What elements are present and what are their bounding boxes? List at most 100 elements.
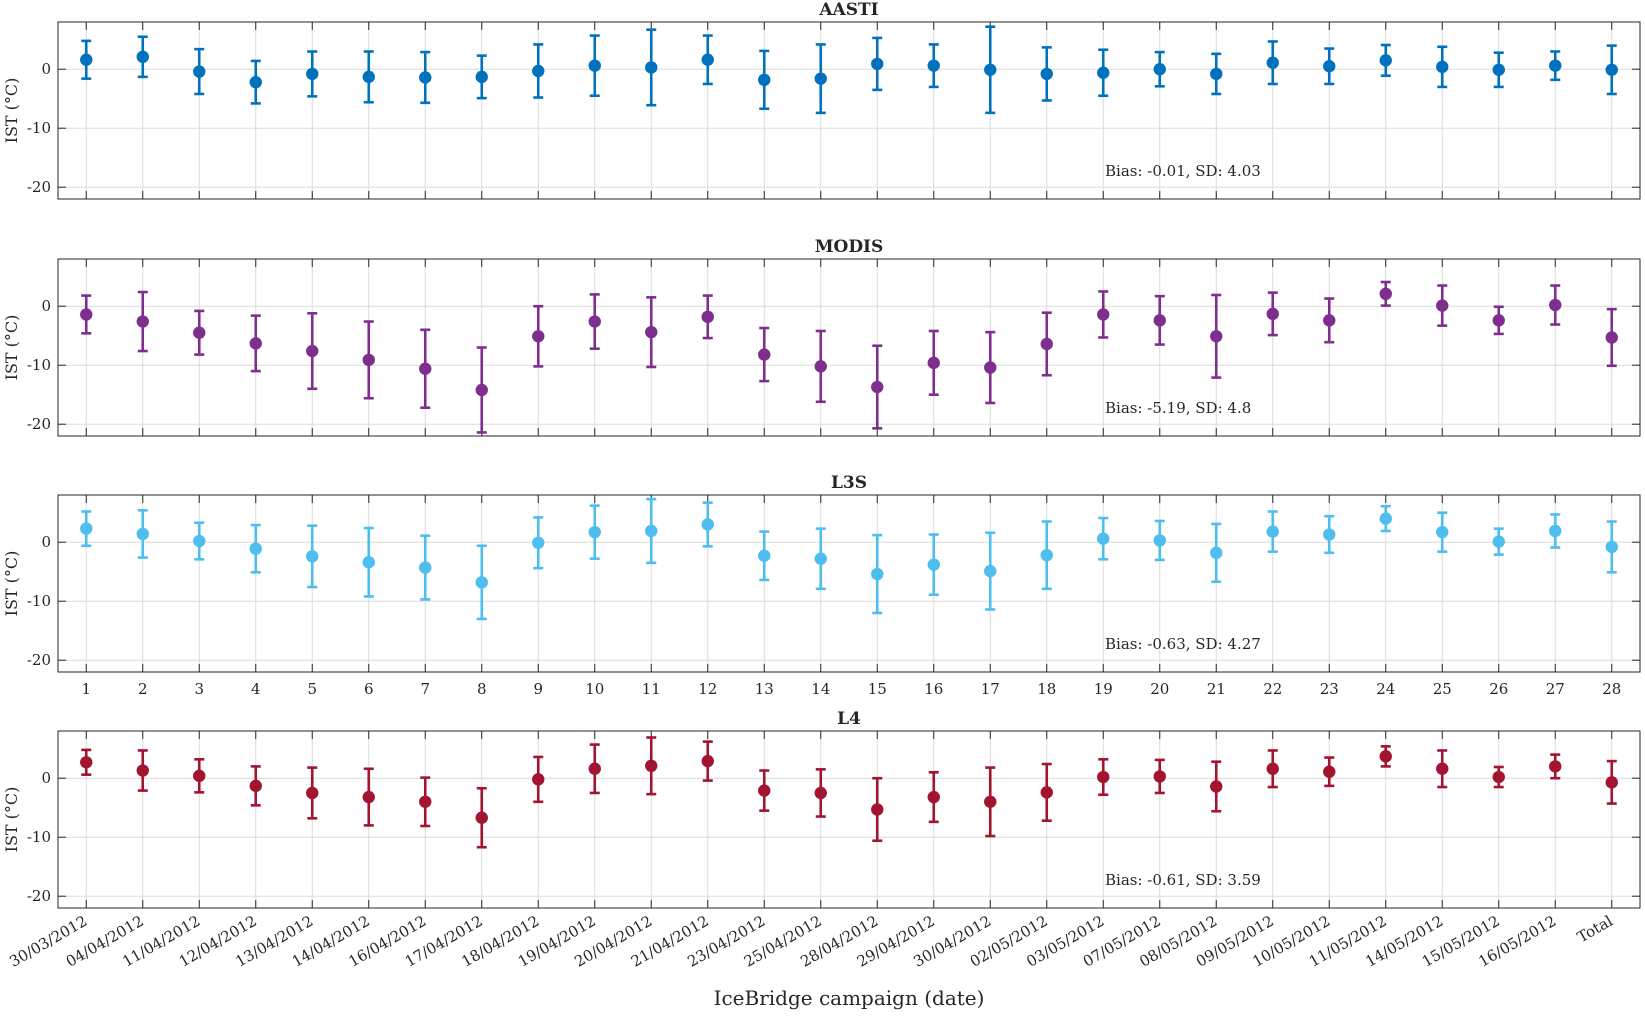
data-point — [1436, 762, 1449, 775]
x-tick-label: 13 — [755, 680, 774, 698]
y-tick-label: -20 — [27, 651, 51, 669]
data-point — [1605, 540, 1618, 554]
y-tick-label: -10 — [27, 828, 51, 846]
data-point — [701, 754, 714, 768]
data-point — [1549, 524, 1562, 538]
x-tick-label: 2 — [138, 680, 148, 698]
data-point — [1210, 67, 1223, 81]
data-point — [758, 73, 771, 87]
data-point — [814, 360, 827, 373]
data-point — [532, 773, 545, 786]
axes-box — [57, 730, 1641, 909]
data-point — [1153, 314, 1166, 327]
data-point — [193, 769, 206, 783]
data-point — [871, 380, 884, 394]
x-tick-label: 23 — [1320, 680, 1339, 698]
data-point — [1097, 532, 1110, 545]
x-tick-label: 18 — [1037, 680, 1056, 698]
data-point — [80, 756, 93, 769]
y-tick-label: -20 — [27, 887, 51, 905]
data-point — [532, 536, 545, 549]
data-point — [475, 70, 488, 84]
data-point — [588, 762, 601, 775]
data-point — [419, 362, 432, 375]
x-tick-label: 8 — [477, 680, 487, 698]
data-point — [362, 556, 375, 569]
data-point — [588, 59, 601, 72]
y-tick-label: -20 — [27, 415, 51, 433]
data-point — [645, 759, 658, 773]
data-point — [362, 70, 375, 84]
data-point — [645, 61, 658, 74]
data-point — [532, 64, 545, 78]
data-point — [136, 50, 149, 64]
data-point — [1097, 66, 1110, 79]
x-tick-label: 4 — [251, 680, 261, 698]
data-point — [1379, 512, 1392, 525]
y-axis-label: IST (°C) — [2, 78, 21, 144]
data-point — [80, 53, 93, 66]
y-tick-label: 0 — [41, 60, 51, 78]
data-point — [419, 795, 432, 808]
y-tick-label: -20 — [27, 178, 51, 196]
y-tick-label: -10 — [27, 119, 51, 137]
x-tick-label: 7 — [420, 680, 430, 698]
x-tick-label: Total — [1574, 912, 1616, 947]
data-point — [588, 525, 601, 539]
panel-title: L4 — [837, 709, 861, 729]
data-point — [1266, 56, 1279, 69]
data-point — [475, 576, 488, 589]
panel-title: L3S — [831, 473, 867, 493]
stats-annotation: Bias: -5.19, SD: 4.8 — [1105, 399, 1251, 417]
x-tick-label: 12 — [698, 680, 717, 698]
data-point — [701, 53, 714, 66]
axes-box — [57, 258, 1641, 437]
data-point — [588, 315, 601, 328]
stats-annotation: Bias: -0.63, SD: 4.27 — [1105, 635, 1261, 653]
x-tick-label: 1 — [81, 680, 91, 698]
data-point — [927, 558, 940, 571]
data-point — [193, 65, 206, 78]
data-point — [80, 522, 93, 535]
y-axis-label: IST (°C) — [2, 787, 21, 853]
data-point — [1379, 54, 1392, 67]
x-tick-label: 5 — [307, 680, 317, 698]
y-axis-label: IST (°C) — [2, 551, 21, 617]
data-point — [1436, 60, 1449, 74]
stats-annotation: Bias: -0.01, SD: 4.03 — [1105, 162, 1261, 180]
data-point — [1210, 330, 1223, 343]
x-tick-label: 26 — [1489, 680, 1508, 698]
data-point — [871, 567, 884, 581]
x-tick-label: 6 — [364, 680, 374, 698]
data-point — [814, 72, 827, 85]
data-point — [1153, 534, 1166, 547]
data-point — [645, 524, 658, 538]
data-point — [532, 330, 545, 343]
data-point — [758, 549, 771, 562]
y-tick-label: 0 — [41, 533, 51, 551]
y-axis-label: IST (°C) — [2, 315, 21, 381]
x-tick-label: 28 — [1602, 680, 1621, 698]
data-point — [1040, 548, 1053, 562]
data-point — [1605, 776, 1618, 789]
x-tick-label: 3 — [194, 680, 204, 698]
data-point — [1097, 770, 1110, 784]
x-tick-label: 14 — [811, 680, 830, 698]
data-point — [1210, 780, 1223, 793]
panel-title: AASTI — [818, 0, 878, 20]
plot-area — [58, 495, 1640, 672]
data-point — [758, 784, 771, 797]
x-tick-label: 19 — [1094, 680, 1113, 698]
x-tick-label: 20 — [1150, 680, 1169, 698]
data-point — [249, 542, 262, 555]
data-point — [984, 564, 997, 578]
y-tick-label: 0 — [41, 769, 51, 787]
plot-area — [58, 259, 1640, 436]
data-point — [249, 75, 262, 89]
data-point — [758, 348, 771, 361]
data-point — [306, 786, 319, 800]
data-point — [1323, 528, 1336, 541]
data-point — [1040, 337, 1053, 351]
data-point — [1549, 760, 1562, 773]
